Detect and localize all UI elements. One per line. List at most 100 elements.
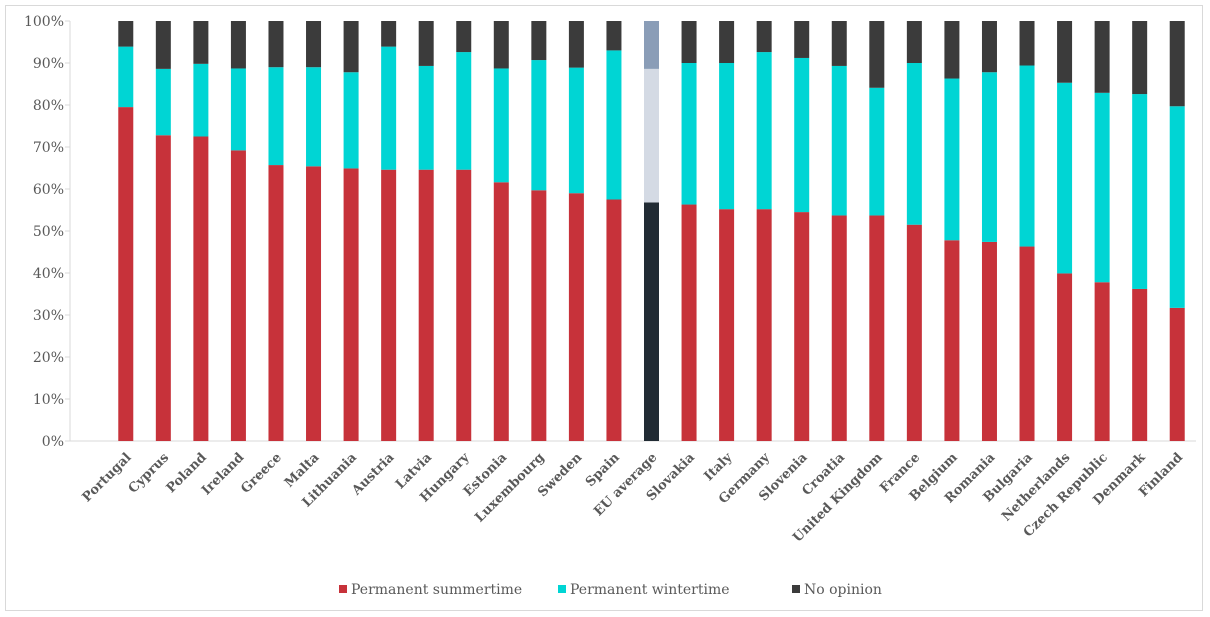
bar-segment [568,21,584,68]
bar-segment [193,136,209,441]
y-tick-label: 30% [33,308,64,324]
bar-segment [756,21,772,53]
bar-segment [719,209,735,441]
bar-segment [681,21,697,63]
bar-segment [268,67,284,166]
bar-segment [1094,21,1110,93]
bar-segment [268,165,284,441]
bar-segment [719,63,735,210]
bar-segment [381,169,397,441]
bar-segment [155,135,171,442]
bar-segment [644,202,659,441]
bar-segment [794,21,810,58]
bar-segment [381,46,397,170]
bar-segment [230,68,246,151]
y-tick-label: 80% [33,98,64,114]
bar-segment [456,21,472,53]
bar-segment [869,21,885,88]
legend-label: Permanent summertime [351,582,522,598]
y-tick-label: 20% [33,350,64,366]
bar-segment [1019,246,1035,441]
bar-segment [606,50,622,200]
bar-segment [1132,21,1148,95]
bar-segment [306,67,322,167]
bar-segment [118,46,134,108]
bar-segment [230,21,246,69]
bar-segment [606,199,622,441]
bar-segment [118,107,134,441]
bar-segment [831,21,847,66]
bar-segment [869,87,885,216]
bar-segment [1132,94,1148,289]
y-tick-label: 0% [42,434,64,450]
y-tick-label: 90% [33,56,64,72]
bar-segment [343,168,359,442]
chart-frame: 0% 10% 20% 30% 40% 50% 60% 70% 80% 90% 100% Portuga… [5,5,1203,611]
bar-segment [306,21,322,68]
bar-segment [1169,106,1185,308]
bar-segment [831,65,847,216]
bar-segment [1169,307,1185,441]
bar-segment [193,63,209,137]
y-tick-label: 40% [33,266,64,282]
bar-segment [155,21,171,69]
bar-segment [418,169,434,441]
bar-segment [118,21,134,47]
legend-label: No opinion [804,582,882,598]
bar-segment [981,241,997,441]
bar-segment [1019,21,1035,66]
y-tick-label: 50% [33,224,64,240]
bar-segment [1094,282,1110,441]
x-category-label: Italy [701,450,735,484]
bar-segment [568,67,584,194]
y-tick-label: 10% [33,392,64,408]
bar-segment [456,52,472,170]
bar-segment [831,215,847,441]
bar-segment [906,63,922,225]
bar-segment [794,57,810,213]
bar-segment [1057,82,1073,274]
y-tick-label: 60% [33,182,64,198]
bar-segment [418,65,434,170]
bar-segment [1132,288,1148,441]
bar-segment [944,21,960,79]
bar-segment [644,68,659,203]
bar-segment [944,240,960,441]
bar-segment [794,212,810,441]
bar-segment [681,204,697,441]
legend-swatch [339,585,347,593]
x-category-label: Portugal [80,450,135,505]
bar-segment [644,21,659,69]
bar-segment [155,68,171,136]
bar-segment [756,52,772,210]
bar-segment [531,21,547,61]
bar-segment [906,21,922,63]
bar-segment [719,21,735,63]
bar-segment [531,60,547,191]
legend-swatch [558,585,566,593]
bar-segment [606,21,622,51]
bar-segment [756,209,772,441]
legend-label: Permanent wintertime [570,582,730,598]
bar-segment [230,150,246,442]
bar-segment [343,72,359,169]
bar-segment [681,63,697,205]
bar-segment [306,166,322,441]
x-category-label: Greece [238,450,284,496]
bar-segment [381,21,397,47]
bar-segment [981,72,997,242]
bar-segment [456,169,472,441]
x-category-label: Cyprus [126,450,172,496]
bar-segment [1094,92,1110,283]
bar-segment [906,224,922,441]
bar-segment [1057,21,1073,83]
legend-swatch [792,585,800,593]
bar-segment [568,193,584,441]
bar-segment [531,190,547,441]
stacked-bar-chart: 0% 10% 20% 30% 40% 50% 60% 70% 80% 90% 100% Portuga… [24,14,1196,598]
bar-segment [944,78,960,241]
bar-segment [493,21,509,69]
bar-segment [193,21,209,64]
bar-segment [343,21,359,73]
bar-segment [268,21,284,68]
